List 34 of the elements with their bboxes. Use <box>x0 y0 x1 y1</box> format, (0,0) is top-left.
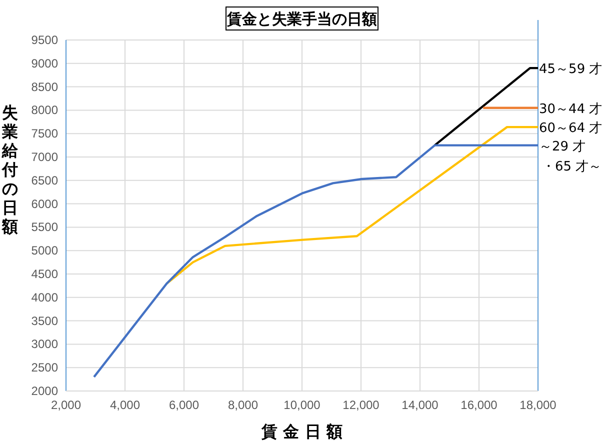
line-series <box>92 144 540 378</box>
y-tick-label: 6500 <box>31 173 58 188</box>
y-tick-label: 4500 <box>31 267 58 281</box>
y-tick-label: 9000 <box>31 56 58 70</box>
chart-title: 賃金と失業手当の日額 <box>226 10 377 28</box>
x-tick-label: 10,000 <box>284 398 321 412</box>
y-tick-label: 3000 <box>31 337 58 352</box>
y-tick-label: 7000 <box>31 150 58 164</box>
x-tick-label: 16,000 <box>460 398 498 412</box>
y-tick-label: 2500 <box>31 360 58 375</box>
x-tick-label: 4,000 <box>110 398 140 412</box>
y-tick-label: 8500 <box>31 80 58 94</box>
y-tick-label: 2000 <box>31 384 58 398</box>
series-label: 60～64 才 <box>539 121 602 136</box>
y-tick-label: 7500 <box>31 126 58 141</box>
y-tick-label: 3500 <box>31 314 58 328</box>
series-label: 45～59 才 <box>539 62 602 78</box>
x-tick-label: 12,000 <box>342 398 380 412</box>
x-tick-label: 6,000 <box>168 398 200 412</box>
y-tick-label: 6000 <box>31 196 58 211</box>
series-label: ～29 才・65 才～ <box>539 139 602 174</box>
y-tick-label: 5000 <box>31 244 58 258</box>
line-series <box>166 126 540 284</box>
y-axis-title: 失業給付の日額 <box>1 103 19 236</box>
y-tick-label: 8000 <box>31 103 58 118</box>
x-tick-label: 8,000 <box>228 398 258 412</box>
x-tick-label: 2,000 <box>50 398 82 412</box>
y-tick-label: 9500 <box>31 33 58 47</box>
x-axis-title: 賃 金 日 額 <box>260 422 342 441</box>
x-tick-label: 14,000 <box>402 398 439 412</box>
x-tick-label: 18,000 <box>520 398 557 412</box>
y-tick-label: 5500 <box>31 220 58 234</box>
y-tick-label: 4000 <box>31 290 58 304</box>
series-label: 30～44 才 <box>539 102 602 117</box>
